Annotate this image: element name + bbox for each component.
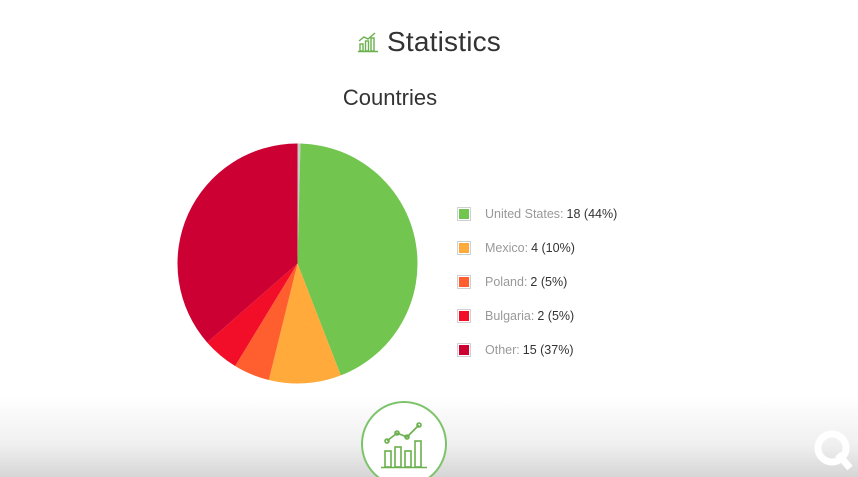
chart-growth-badge <box>361 401 447 477</box>
legend-separator: : <box>560 207 564 221</box>
legend-percent: 37% <box>544 343 570 357</box>
pie-chart-svg <box>177 143 418 384</box>
pie-slice-other[interactable] <box>177 143 298 343</box>
chart-title: Countries <box>342 85 438 110</box>
pie-slice-united-states[interactable] <box>297 143 418 376</box>
bar-chart-trend-icon <box>357 32 378 53</box>
legend-item-poland[interactable]: Poland:2 (5%) <box>457 265 617 299</box>
legend-swatch-box <box>457 207 471 221</box>
legend-label: Bulgaria <box>485 309 531 323</box>
legend-separator: : <box>524 241 529 255</box>
legend-value: 4 (10%) <box>531 241 575 255</box>
legend-swatch <box>459 345 469 355</box>
legend-item-mexico[interactable]: Mexico:4 (10%) <box>457 231 617 265</box>
legend-percent: 5% <box>551 309 571 323</box>
legend-swatch-box <box>457 275 471 289</box>
legend-count: 2 <box>530 275 538 289</box>
legend-value: 15 (37%) <box>522 343 574 357</box>
legend-count: 15 <box>522 343 537 357</box>
legend-swatch <box>459 243 469 253</box>
pie-slice-mexico[interactable] <box>268 263 341 384</box>
pie-slice-bulgaria[interactable] <box>207 263 298 367</box>
pie-chart <box>175 141 420 386</box>
legend-percent: 5% <box>545 275 564 289</box>
legend-item-bulgaria[interactable]: Bulgaria:2 (5%) <box>457 299 617 333</box>
pie-slice-poland[interactable] <box>235 263 298 381</box>
legend-label: Poland <box>485 275 524 289</box>
legend-swatch-box <box>457 241 471 255</box>
logo-watermark-icon <box>814 430 853 470</box>
legend-count: 4 <box>531 241 539 255</box>
page-title: Statistics <box>386 26 502 57</box>
chart-growth-icon <box>381 422 427 469</box>
legend-count: 18 <box>566 207 581 221</box>
legend-swatch <box>459 277 469 287</box>
legend-swatch-box <box>457 309 471 323</box>
chart-legend: United States:18 (44%) Mexico:4 (10%) Pola… <box>457 197 617 367</box>
legend-value: 2 (5%) <box>537 309 575 323</box>
legend-percent: 44% <box>588 207 614 221</box>
legend-swatch <box>459 209 469 219</box>
legend-value: 2 (5%) <box>530 275 568 289</box>
legend-separator: : <box>516 343 520 357</box>
legend-value: 18 (44%) <box>566 207 618 221</box>
legend-label: United States <box>485 207 561 221</box>
legend-label: Mexico <box>485 241 525 255</box>
legend-item-united-states[interactable]: United States:18 (44%) <box>457 197 617 231</box>
page-header: Statistics <box>0 26 858 58</box>
legend-percent: 10% <box>545 241 571 255</box>
legend-label: Other <box>485 343 517 357</box>
legend-separator: : <box>530 309 535 323</box>
legend-count: 2 <box>537 309 545 323</box>
legend-swatch <box>459 311 469 321</box>
legend-swatch-box <box>457 343 471 357</box>
legend-item-other[interactable]: Other:15 (37%) <box>457 333 617 367</box>
legend-separator: : <box>523 275 528 289</box>
